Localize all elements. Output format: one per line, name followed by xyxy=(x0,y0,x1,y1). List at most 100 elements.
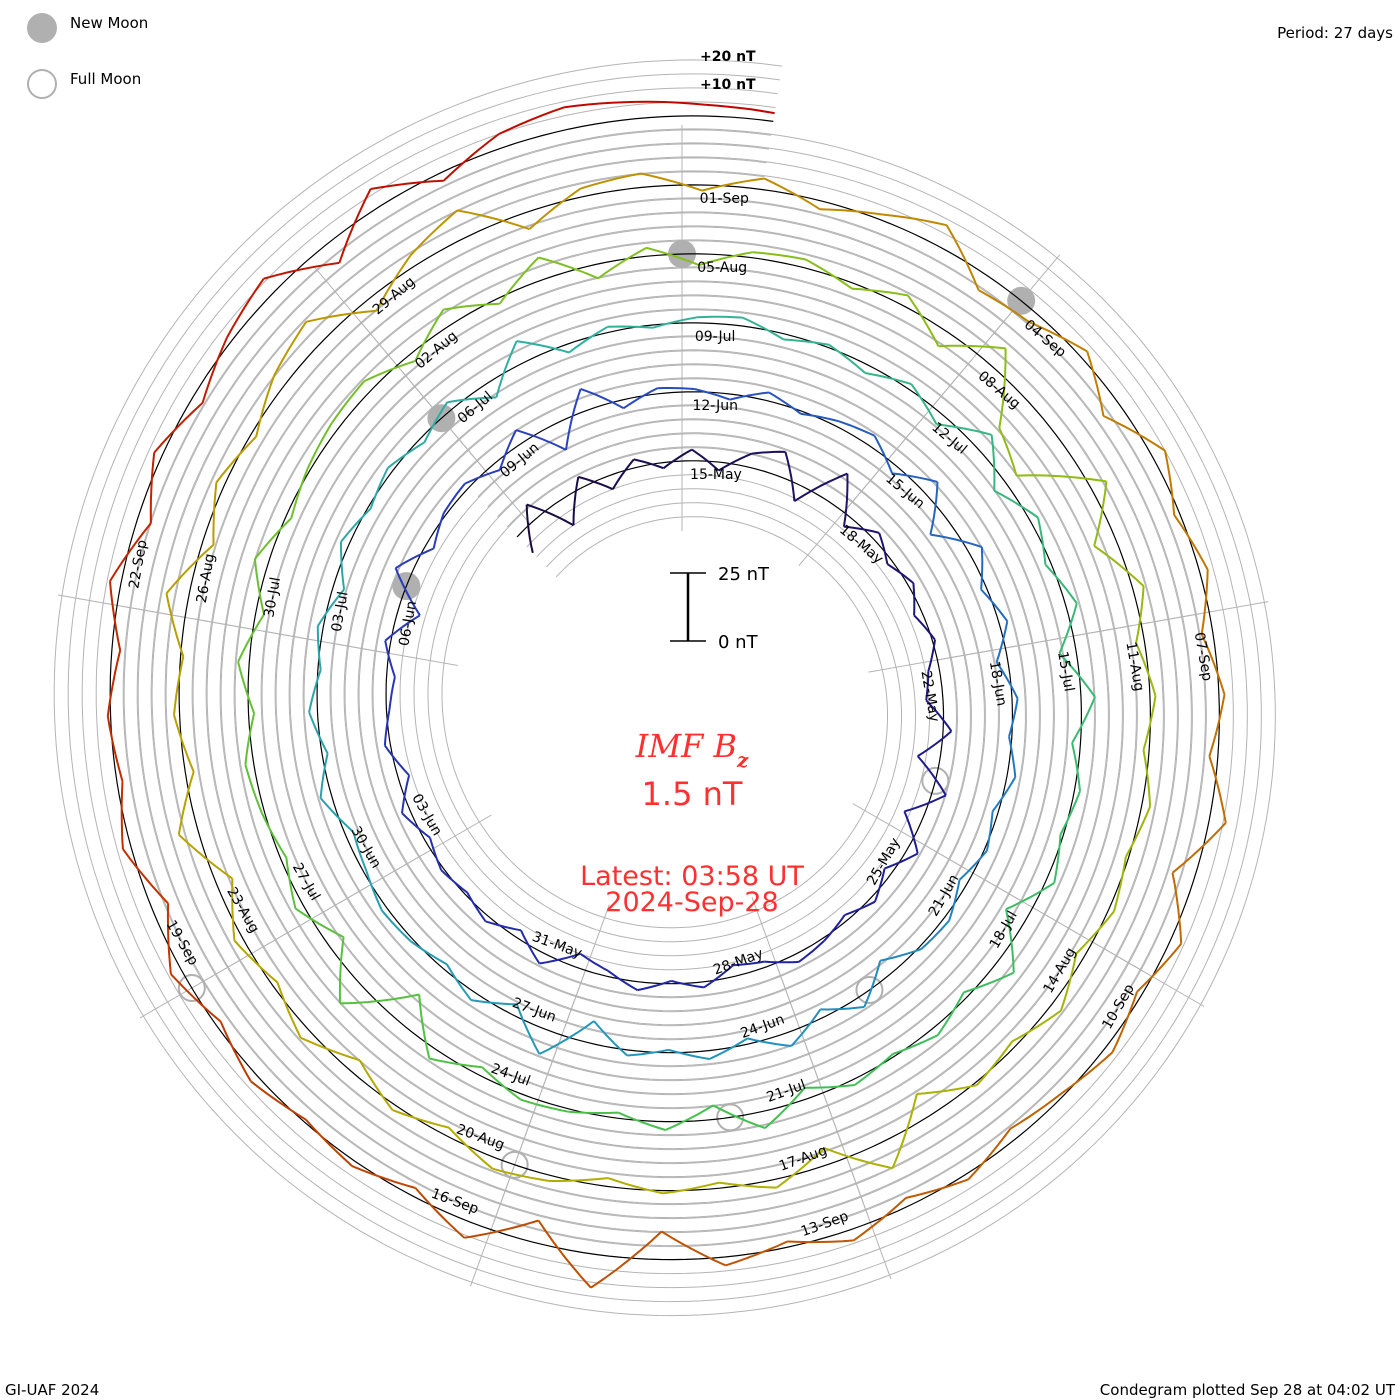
bz-segment xyxy=(538,1020,595,1055)
bz-trace xyxy=(106,100,1227,1289)
bz-segment xyxy=(338,936,345,1004)
bz-segment xyxy=(498,429,517,471)
bz-segment xyxy=(768,391,802,415)
bz-segment xyxy=(661,1230,727,1267)
date-label: 15-Jul xyxy=(1054,650,1077,693)
bz-segment xyxy=(316,626,322,671)
date-label: 06-Jun xyxy=(396,600,420,648)
bz-segment xyxy=(394,567,421,616)
bz-segment xyxy=(109,581,122,651)
bz-segment xyxy=(173,714,195,773)
bz-segment xyxy=(528,187,582,230)
bz-segment xyxy=(492,1167,550,1182)
bz-segment xyxy=(776,1147,825,1189)
bz-segment xyxy=(515,429,567,451)
bz-segment xyxy=(384,640,396,678)
new-moon-legend-icon xyxy=(27,13,57,43)
bz-segment xyxy=(464,469,501,485)
bz-segment xyxy=(1061,1051,1114,1094)
bz-value: 1.5 nT xyxy=(642,775,743,813)
bz-segment xyxy=(705,103,775,115)
bz-segment xyxy=(718,1181,777,1189)
spoke xyxy=(139,952,253,1019)
date-label: 25-May xyxy=(864,835,904,888)
bz-segment xyxy=(106,650,122,717)
spoke xyxy=(1091,941,1205,1007)
bz-segment xyxy=(998,348,1007,429)
bz-segment xyxy=(369,467,389,510)
bz-segment xyxy=(392,1109,450,1129)
bz-segment xyxy=(912,583,916,616)
bz-segment xyxy=(290,468,309,519)
bz-segment xyxy=(635,100,706,106)
bz-segment xyxy=(520,1098,569,1113)
bz-segment xyxy=(1008,698,1019,738)
bz-segment xyxy=(617,1111,666,1131)
bz-segment xyxy=(443,133,500,182)
bz-segment xyxy=(253,558,265,615)
bz-segment xyxy=(657,387,695,390)
bz-segment xyxy=(1142,695,1157,751)
bz-segment xyxy=(985,811,994,851)
bz-segment xyxy=(823,914,846,942)
date-label: 01-Sep xyxy=(700,191,749,207)
grid-label-20: +20 nT xyxy=(700,49,756,65)
bz-segment xyxy=(980,588,1009,622)
bz-segment xyxy=(884,852,919,870)
bz-segment xyxy=(764,960,799,964)
bz-segment xyxy=(340,507,372,543)
bz-segment xyxy=(580,387,625,410)
bz-segment xyxy=(752,251,807,261)
bz-segment xyxy=(978,289,1030,324)
bz-segment xyxy=(215,435,257,484)
grid-spiral xyxy=(95,101,1234,1275)
bz-segment xyxy=(729,391,770,401)
bz-segment xyxy=(627,1048,669,1057)
bz-segment xyxy=(331,380,366,424)
bz-segment xyxy=(694,388,731,401)
bz-segment xyxy=(691,448,720,472)
bz-segment xyxy=(231,878,236,941)
bz-segment xyxy=(1111,991,1138,1053)
date-label: 17-Aug xyxy=(777,1143,829,1175)
date-label: 30-Jun xyxy=(347,824,384,871)
bz-segment xyxy=(1008,736,1017,778)
bz-segment xyxy=(106,715,124,782)
bz-segment xyxy=(783,338,830,346)
imf-title-main: IMF B xyxy=(635,727,737,765)
date-label: 04-Sep xyxy=(1021,317,1069,361)
bz-segment xyxy=(1071,696,1096,744)
bz-segment xyxy=(652,316,698,329)
bz-segment xyxy=(998,427,1018,476)
bz-segment xyxy=(623,387,658,410)
bz-segment xyxy=(703,964,734,989)
bz-segment xyxy=(991,776,1017,812)
bz-segment xyxy=(995,621,1009,663)
grid-label-10: +10 nT xyxy=(700,77,756,93)
zero-spiral xyxy=(109,115,1221,1261)
bz-segment xyxy=(903,811,919,854)
bz-segment xyxy=(927,639,936,672)
bz-segment xyxy=(611,458,635,490)
bz-segment xyxy=(237,661,256,714)
bz-segment xyxy=(936,423,992,436)
bz-segment xyxy=(339,541,346,590)
date-label: 11-Aug xyxy=(1122,641,1146,693)
bz-segment xyxy=(306,422,333,470)
bz-segment xyxy=(1200,569,1209,635)
full-moon-marker xyxy=(177,974,206,1002)
bz-segment xyxy=(358,1059,394,1111)
grid-spiral xyxy=(151,157,1178,1219)
bz-segment xyxy=(828,343,866,374)
bz-segment xyxy=(701,177,765,192)
bz-segment xyxy=(1044,564,1078,604)
bz-segment xyxy=(1028,321,1088,353)
bz-segment xyxy=(967,1128,1012,1181)
bz-segment xyxy=(1171,872,1183,944)
bz-segment xyxy=(549,1177,609,1182)
bz-segment xyxy=(1075,910,1115,955)
bz-segment xyxy=(929,481,939,535)
bz-segment xyxy=(498,256,540,305)
bz-segment xyxy=(526,503,574,527)
bz-segment xyxy=(709,1037,749,1060)
